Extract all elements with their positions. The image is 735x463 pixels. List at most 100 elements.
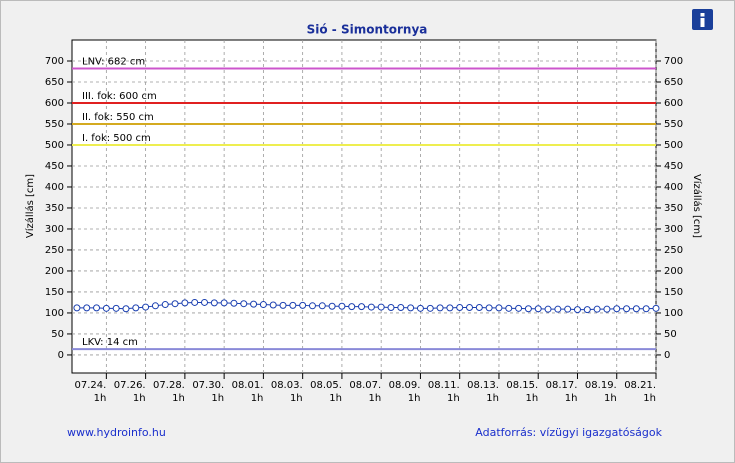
data-point <box>603 305 611 313</box>
data-point <box>593 305 601 313</box>
y-tick-label: 50 <box>51 329 64 340</box>
data-point <box>230 299 238 307</box>
footer-link[interactable]: www.hydroinfo.hu <box>67 426 166 439</box>
y2-tick-label: 100 <box>664 308 683 319</box>
data-point <box>534 305 542 313</box>
y-tick-label: 500 <box>45 140 64 151</box>
data-point <box>210 299 218 307</box>
x-tick-label: 08.09. <box>389 380 421 391</box>
data-point <box>466 303 474 311</box>
y-tick-label: 400 <box>45 182 64 193</box>
data-point <box>181 299 189 307</box>
x-tick-label: 1h <box>329 393 342 404</box>
data-point <box>377 303 385 311</box>
data-point <box>495 304 503 312</box>
data-point <box>151 302 159 310</box>
data-point <box>407 304 415 312</box>
y2-tick-label: 700 <box>664 56 683 67</box>
y-tick-label: 100 <box>45 308 64 319</box>
y-tick-label: 600 <box>45 98 64 109</box>
y2-tick-label: 400 <box>664 182 683 193</box>
data-point <box>367 303 375 311</box>
x-tick-label: 07.30. <box>192 380 224 391</box>
data-point <box>348 303 356 311</box>
y-tick-label: 0 <box>58 350 64 361</box>
data-point <box>122 305 130 313</box>
y2-tick-label: 450 <box>664 161 683 172</box>
x-tick-label: 1h <box>486 393 499 404</box>
data-point <box>623 305 631 313</box>
y2-tick-label: 550 <box>664 119 683 130</box>
y-tick-label: 350 <box>45 203 64 214</box>
x-tick-label: 08.19. <box>585 380 617 391</box>
x-tick-label: 08.03. <box>271 380 303 391</box>
info-icon[interactable] <box>692 9 713 30</box>
data-point <box>240 300 248 308</box>
chart-title: Sió - Simontornya <box>307 23 428 37</box>
footer-source: Adatforrás: vízügyi igazgatóságok <box>475 426 662 439</box>
y-tick-label: 150 <box>45 287 64 298</box>
y2-tick-label: 250 <box>664 245 683 256</box>
data-point <box>387 303 395 311</box>
data-point <box>416 304 424 312</box>
data-point <box>279 301 287 309</box>
data-point <box>358 303 366 311</box>
data-point <box>171 300 179 308</box>
y-tick-label: 650 <box>45 77 64 88</box>
data-point <box>220 299 228 307</box>
data-point <box>308 302 316 310</box>
x-tick-label: 1h <box>251 393 264 404</box>
data-point <box>564 305 572 313</box>
x-tick-label: 1h <box>172 393 185 404</box>
data-point <box>613 305 621 313</box>
x-tick-label: 1h <box>368 393 381 404</box>
x-tick-label: 1h <box>604 393 617 404</box>
data-point <box>515 304 523 312</box>
x-tick-label: 1h <box>211 393 224 404</box>
x-tick-label: 1h <box>447 393 460 404</box>
y-tick-label: 700 <box>45 56 64 67</box>
y2-tick-label: 200 <box>664 266 683 277</box>
x-tick-label: 1h <box>565 393 578 404</box>
x-tick-label: 1h <box>290 393 303 404</box>
y2-tick-label: 500 <box>664 140 683 151</box>
reference-label: LKV: 14 cm <box>82 337 138 348</box>
data-point <box>456 303 464 311</box>
x-tick-label: 1h <box>526 393 539 404</box>
data-point <box>299 301 307 309</box>
data-point <box>436 304 444 312</box>
reference-label: III. fok: 600 cm <box>82 91 157 102</box>
x-tick-label: 08.01. <box>232 380 264 391</box>
y-axis-label: Vízállás [cm] <box>24 174 36 238</box>
data-point <box>191 298 199 306</box>
x-tick-label: 08.21. <box>624 380 656 391</box>
y2-axis-label: Vízállás [cm] <box>691 174 703 238</box>
x-tick-label: 08.13. <box>467 380 499 391</box>
data-point <box>652 304 660 312</box>
y-tick-label: 450 <box>45 161 64 172</box>
data-point <box>632 305 640 313</box>
plot-area <box>71 39 657 374</box>
data-point <box>250 300 258 308</box>
data-point <box>505 304 513 312</box>
y2-tick-label: 50 <box>664 329 677 340</box>
data-point <box>554 305 562 313</box>
data-point <box>544 305 552 313</box>
data-point <box>269 301 277 309</box>
data-point <box>73 304 81 312</box>
data-point <box>132 304 140 312</box>
x-tick-label: 1h <box>94 393 107 404</box>
x-tick-label: 08.15. <box>506 380 538 391</box>
reference-label: II. fok: 550 cm <box>82 112 154 123</box>
x-tick-label: 08.05. <box>310 380 342 391</box>
data-point <box>102 304 110 312</box>
data-point <box>328 302 336 310</box>
y2-tick-label: 650 <box>664 77 683 88</box>
data-point <box>289 301 297 309</box>
x-tick-label: 1h <box>408 393 421 404</box>
data-point <box>338 302 346 310</box>
y2-tick-label: 0 <box>664 350 670 361</box>
data-point <box>112 304 120 312</box>
